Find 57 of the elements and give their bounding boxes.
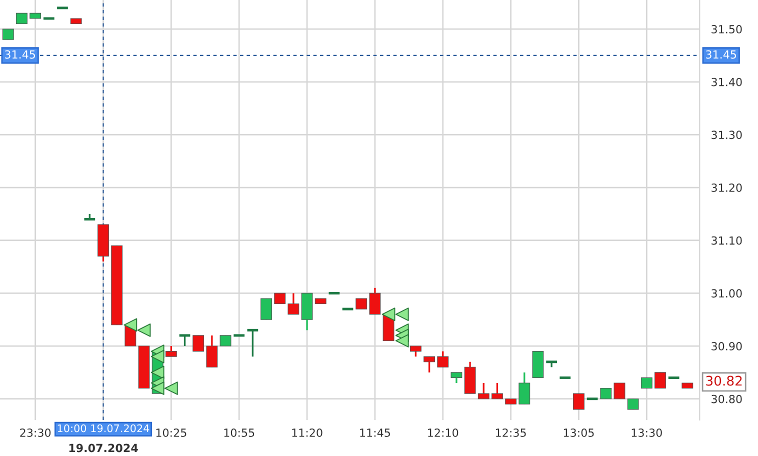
candlestick [627, 398, 639, 410]
y-tick-label: 31.30 [712, 130, 742, 140]
y-tick-label: 31.20 [712, 184, 742, 192]
x-tick-label: 11:20 [292, 428, 322, 437]
candlestick [178, 334, 192, 347]
candlestick [356, 298, 368, 310]
candlestick [518, 372, 530, 405]
candlestick [288, 292, 300, 316]
candlestick [410, 345, 422, 358]
y-tick-label: 30.80 [712, 394, 742, 404]
point [395, 308, 409, 322]
point [150, 366, 164, 380]
y-tick-label: 31.50 [712, 25, 742, 34]
point [150, 350, 164, 364]
y-tick-label: 31.00 [712, 289, 742, 298]
x-tick-label: 10:55 [224, 428, 254, 437]
x-tick-label: 12:10 [428, 428, 458, 437]
candlestick [192, 334, 204, 352]
candlestick [2, 28, 14, 40]
point [164, 382, 178, 395]
candlestick [246, 328, 260, 358]
candlestick [206, 334, 218, 368]
ref-line-label: 31.45 [5, 50, 36, 59]
candlestick [369, 287, 381, 316]
candlestick [437, 350, 449, 368]
candlestick [16, 12, 28, 24]
x-tick-label: 13:30 [632, 428, 662, 437]
candlestick [573, 392, 584, 410]
candlestick [260, 298, 272, 320]
x-tick-label: 10:25 [156, 428, 186, 437]
point [395, 334, 409, 348]
candlestick [165, 345, 177, 358]
candlestick [614, 382, 626, 400]
candlestick [492, 382, 503, 400]
candlestick [274, 292, 286, 304]
point [150, 382, 164, 395]
point [137, 323, 151, 337]
x-tick-label: 23:30 [20, 428, 51, 437]
point [382, 308, 396, 322]
candlestick [424, 356, 436, 374]
candlestick [478, 382, 490, 400]
y-tick-label: 30.90 [712, 342, 742, 350]
x-tick-label: 12:35 [496, 428, 526, 437]
y-tick-label: 31.10 [712, 236, 742, 245]
point [124, 318, 138, 332]
ref-line-label: 10:00 19.07.2024 [58, 424, 150, 432]
candlestick [220, 335, 232, 346]
x-tick-label: 13:05 [564, 428, 594, 437]
x-tick-label: 19.07.2024 [69, 444, 138, 452]
y-tick-label: 31.40 [712, 78, 742, 86]
candlestick [654, 372, 666, 390]
candlestick [600, 387, 612, 400]
text: 31.45 [706, 50, 736, 59]
candlestick [640, 377, 652, 389]
x-tick-label: 11:45 [360, 428, 390, 437]
candlestick [450, 372, 462, 384]
text: 30.82 [706, 376, 742, 386]
